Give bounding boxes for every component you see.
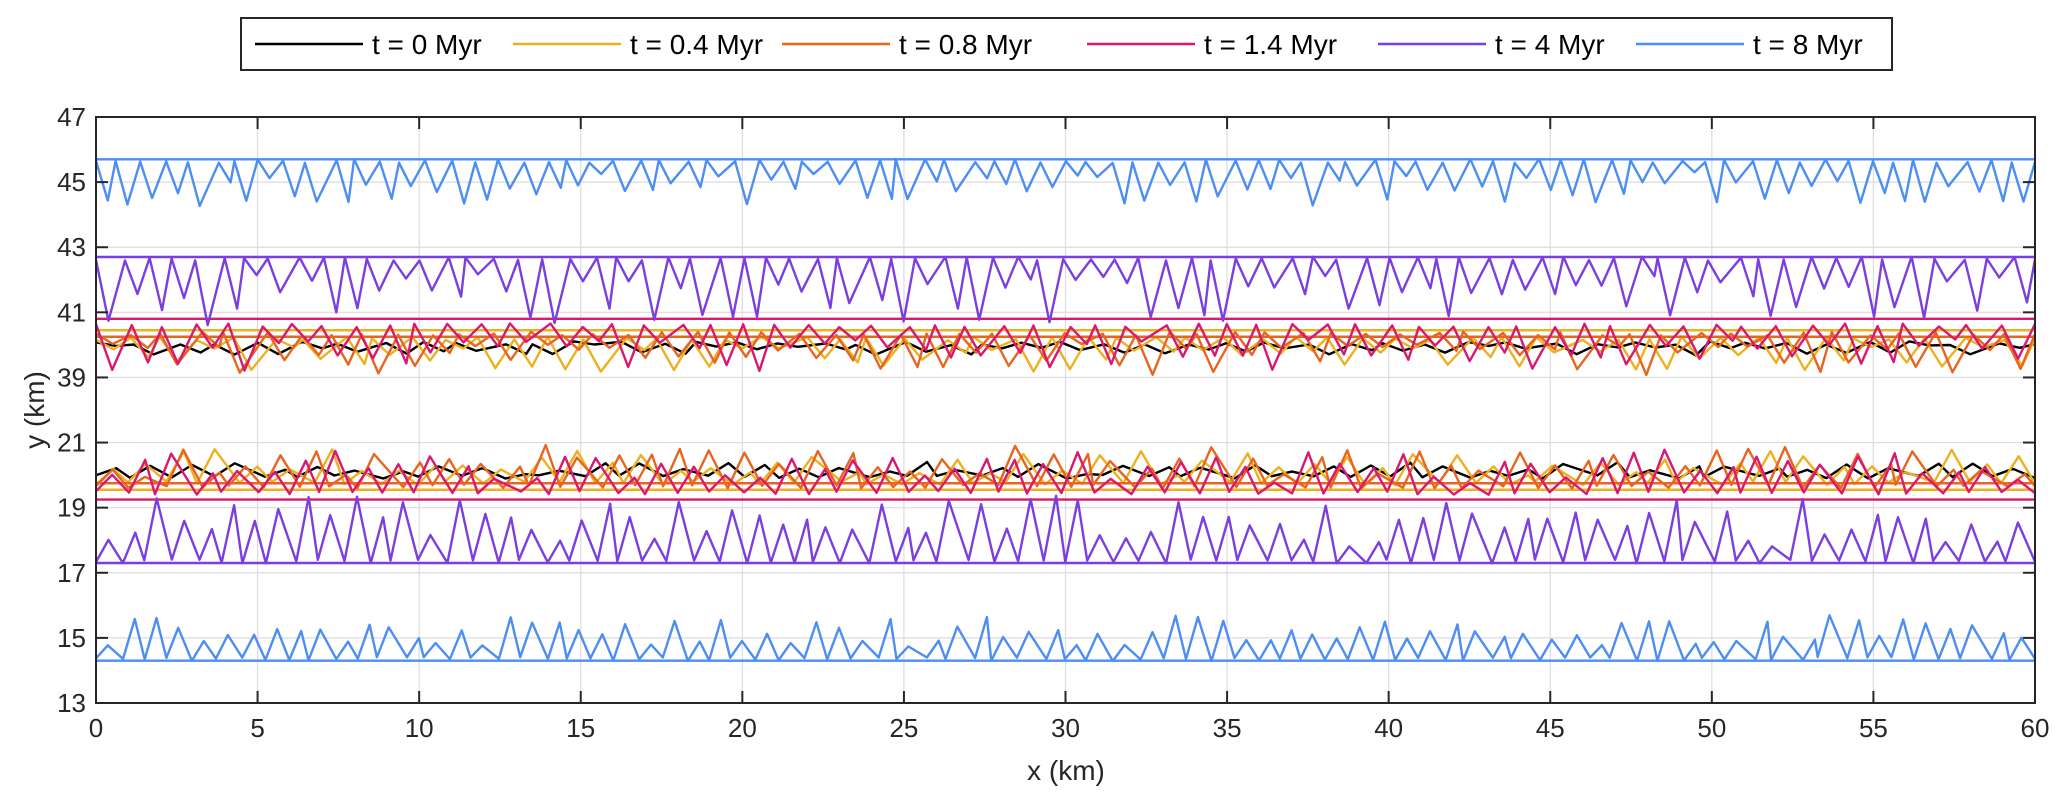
x-tick-label: 10 <box>405 713 434 743</box>
series-line <box>95 614 2037 663</box>
grid-lines <box>95 116 2036 704</box>
y-tick-label: 45 <box>57 167 86 197</box>
legend-label: t = 0.8 Myr <box>899 29 1032 60</box>
x-tick-label: 50 <box>1697 713 1726 743</box>
y-tick-label: 13 <box>57 688 86 718</box>
series-line <box>95 330 2037 377</box>
x-tick-label: 45 <box>1536 713 1565 743</box>
y-tick-label: 41 <box>57 297 86 327</box>
legend-label: t = 4 Myr <box>1495 29 1605 60</box>
y-axis-label: y (km) <box>19 371 50 449</box>
y-tick-label: 39 <box>57 362 86 392</box>
legend-label: t = 0.4 Myr <box>630 29 763 60</box>
series-t-8-Myr <box>94 157 2037 663</box>
y-tick-label: 43 <box>57 232 86 262</box>
x-tick-label: 60 <box>2021 713 2050 743</box>
x-tick-label: 25 <box>889 713 918 743</box>
series-line <box>95 448 2036 496</box>
x-tick-label: 20 <box>728 713 757 743</box>
series-t-4-Myr <box>94 255 2037 565</box>
x-tick-label: 5 <box>250 713 264 743</box>
legend-label: t = 8 Myr <box>1753 29 1863 60</box>
y-tick-label: 15 <box>57 623 86 653</box>
y-tick-label: 17 <box>57 558 86 588</box>
y-tick-label: 19 <box>57 493 86 523</box>
x-tick-label: 15 <box>566 713 595 743</box>
x-tick-label: 30 <box>1051 713 1080 743</box>
series-line <box>94 322 2037 373</box>
y-tick-label: 47 <box>57 102 86 132</box>
series-t-1.4-Myr <box>94 317 2037 501</box>
legend-label: t = 1.4 Myr <box>1204 29 1337 60</box>
series-line <box>94 494 2037 565</box>
x-tick-label: 40 <box>1374 713 1403 743</box>
x-tick-label: 35 <box>1213 713 1242 743</box>
series-line <box>94 255 2037 327</box>
x-axis-label: x (km) <box>1027 755 1105 786</box>
series-lines <box>94 157 2037 663</box>
y-tick-label: 21 <box>57 428 86 458</box>
series-line <box>94 157 2037 208</box>
legend: t = 0 Myr t = 0.4 Myr t = 0.8 Myr t = 1.4 M… <box>240 17 1893 71</box>
x-tick-label: 55 <box>1859 713 1888 743</box>
series-line <box>95 335 2037 373</box>
axis-ticks: 0 5 10 15 20 25 30 35 40 45 50 55 60 13 15 17 19 21 39 41 43… <box>57 102 2049 743</box>
x-tick-label: 0 <box>89 713 103 743</box>
legend-label: t = 0 Myr <box>372 29 482 60</box>
